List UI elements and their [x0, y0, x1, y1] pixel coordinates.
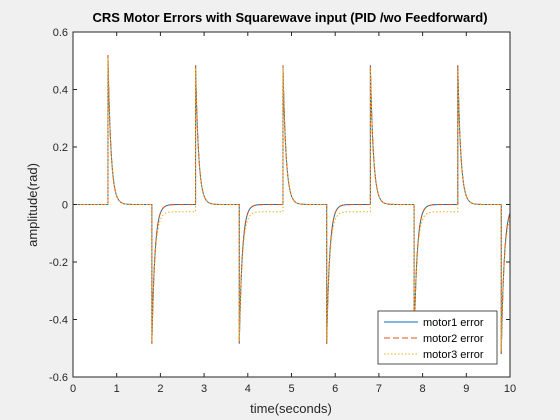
x-tick-label: 3 [201, 383, 207, 395]
x-ticks: 0 1 2 3 4 5 6 7 8 9 10 [70, 32, 516, 395]
x-tick-label: 4 [245, 383, 251, 395]
x-tick-label: 7 [376, 383, 382, 395]
x-tick-label: 9 [463, 383, 469, 395]
chart-title: CRS Motor Errors with Squarewave input (… [92, 10, 487, 25]
y-tick-label: 0.2 [53, 142, 68, 154]
y-tick-label: -0.6 [49, 372, 68, 384]
y-tick-label: 0.4 [53, 85, 68, 97]
x-tick-label: 1 [114, 383, 120, 395]
y-tick-label: -0.2 [49, 257, 68, 269]
series-line-1 [73, 54, 511, 355]
y-axis-label: amplitude(rad) [25, 163, 40, 247]
x-tick-label: 8 [420, 383, 426, 395]
x-tick-label: 0 [70, 383, 76, 395]
y-ticks: -0.6 -0.4 -0.2 0 0.2 0.4 0.6 [49, 27, 510, 384]
y-tick-label: -0.4 [49, 315, 68, 327]
series-layer [73, 54, 511, 355]
y-tick-label: 0.6 [53, 27, 68, 39]
x-tick-label: 5 [288, 383, 294, 395]
legend-label-motor2: motor2 error [423, 333, 484, 345]
legend: motor1 error motor2 error motor3 error [377, 310, 498, 365]
x-tick-label: 10 [504, 383, 516, 395]
x-axis-label: time(seconds) [250, 401, 332, 416]
legend-label-motor3: motor3 error [423, 349, 484, 361]
x-tick-label: 6 [332, 383, 338, 395]
legend-label-motor1: motor1 error [423, 317, 484, 329]
y-tick-label: 0 [62, 200, 68, 212]
series-line-3 [73, 57, 511, 352]
x-tick-label: 2 [157, 383, 163, 395]
